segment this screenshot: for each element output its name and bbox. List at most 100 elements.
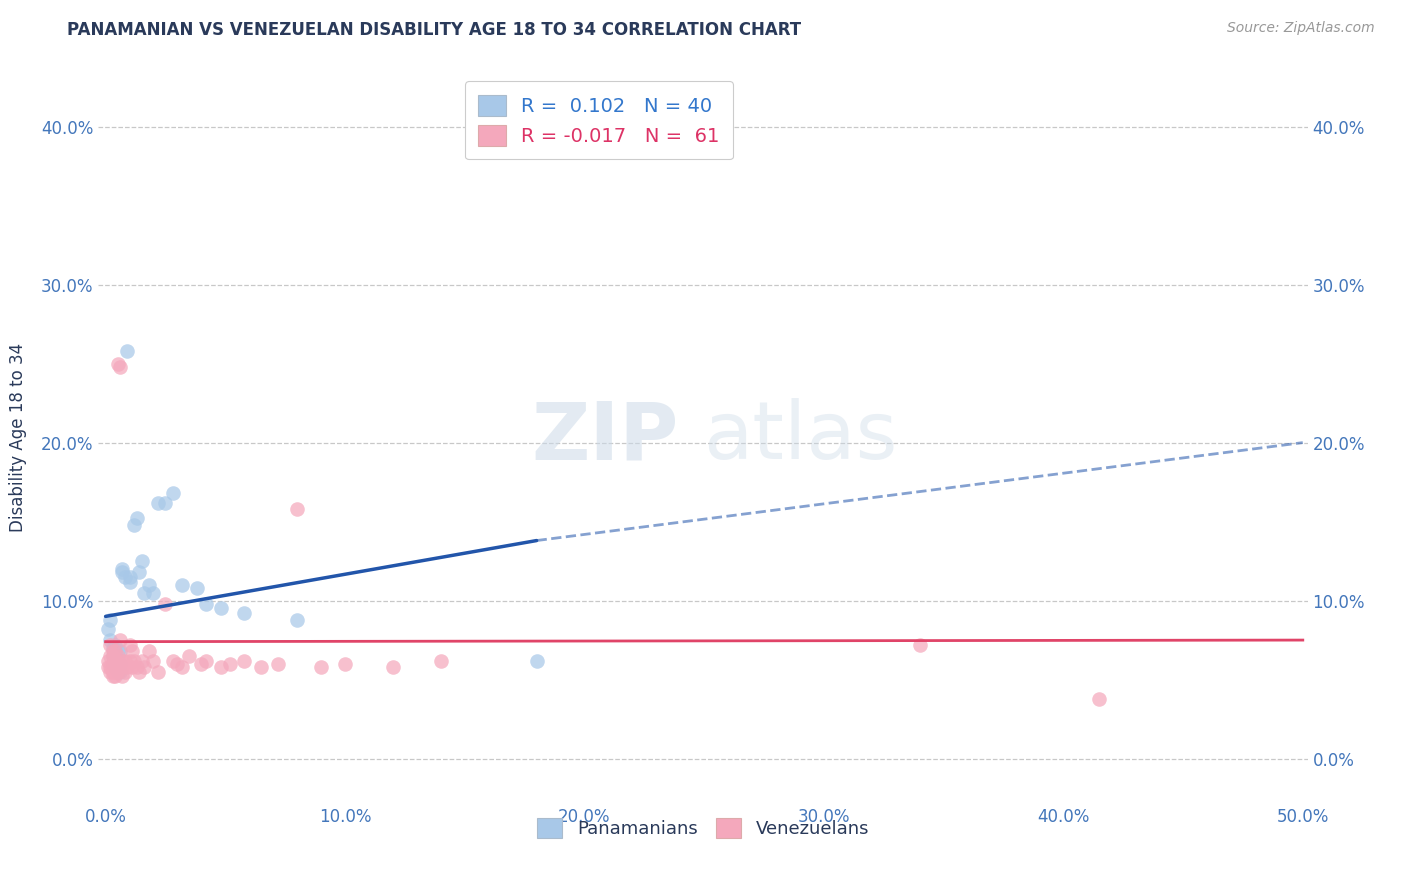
Point bbox=[114, 570, 136, 584]
Point bbox=[121, 660, 143, 674]
Point bbox=[142, 585, 165, 599]
Point bbox=[209, 601, 232, 615]
Point bbox=[104, 644, 127, 658]
Point bbox=[285, 613, 308, 627]
Point bbox=[101, 644, 124, 658]
Point bbox=[101, 660, 124, 674]
Point bbox=[111, 669, 134, 683]
Point bbox=[118, 654, 141, 668]
Point bbox=[526, 654, 548, 668]
Text: Source: ZipAtlas.com: Source: ZipAtlas.com bbox=[1227, 21, 1375, 35]
Point bbox=[107, 660, 129, 674]
Point bbox=[128, 665, 150, 679]
Point bbox=[132, 660, 155, 674]
Y-axis label: Disability Age 18 to 34: Disability Age 18 to 34 bbox=[10, 343, 27, 532]
Point bbox=[101, 648, 124, 663]
Point bbox=[125, 511, 148, 525]
Point bbox=[124, 654, 146, 668]
Point bbox=[309, 660, 332, 674]
Point bbox=[138, 644, 160, 658]
Point bbox=[111, 562, 134, 576]
Point bbox=[100, 660, 122, 674]
Point bbox=[115, 343, 138, 358]
Point bbox=[125, 660, 148, 674]
Point bbox=[108, 665, 131, 679]
Point bbox=[104, 654, 127, 668]
Point bbox=[219, 657, 242, 671]
Point bbox=[121, 644, 143, 658]
Point bbox=[209, 660, 232, 674]
Point bbox=[131, 554, 153, 568]
Point bbox=[233, 654, 256, 668]
Point bbox=[138, 578, 160, 592]
Point bbox=[107, 648, 129, 663]
Point bbox=[108, 657, 131, 671]
Point bbox=[908, 638, 931, 652]
Point bbox=[172, 660, 194, 674]
Point bbox=[104, 654, 127, 668]
Point bbox=[101, 669, 124, 683]
Point bbox=[124, 517, 146, 532]
Point bbox=[97, 654, 120, 668]
Point bbox=[155, 495, 177, 509]
Point bbox=[128, 565, 150, 579]
Point bbox=[381, 660, 404, 674]
Point bbox=[104, 665, 127, 679]
Point bbox=[1088, 691, 1111, 706]
Point bbox=[108, 657, 131, 671]
Legend: Panamanians, Venezuelans: Panamanians, Venezuelans bbox=[526, 807, 880, 848]
Point bbox=[101, 665, 124, 679]
Text: ZIP: ZIP bbox=[531, 398, 679, 476]
Point bbox=[114, 665, 136, 679]
Point bbox=[100, 648, 122, 663]
Point bbox=[108, 644, 131, 658]
Point bbox=[108, 633, 131, 648]
Point bbox=[97, 622, 120, 636]
Point bbox=[115, 660, 138, 674]
Point bbox=[107, 660, 129, 674]
Point bbox=[155, 597, 177, 611]
Point bbox=[104, 660, 127, 674]
Point bbox=[118, 638, 141, 652]
Point bbox=[104, 669, 127, 683]
Point bbox=[162, 654, 184, 668]
Point bbox=[179, 648, 201, 663]
Point bbox=[250, 660, 273, 674]
Point bbox=[166, 657, 188, 671]
Point bbox=[101, 657, 124, 671]
Point bbox=[285, 502, 308, 516]
Point bbox=[107, 665, 129, 679]
Point bbox=[101, 648, 124, 663]
Point bbox=[100, 638, 122, 652]
Point bbox=[118, 574, 141, 589]
Point bbox=[131, 654, 153, 668]
Text: atlas: atlas bbox=[703, 398, 897, 476]
Point bbox=[148, 495, 170, 509]
Point bbox=[162, 486, 184, 500]
Point bbox=[108, 359, 131, 374]
Point bbox=[186, 581, 208, 595]
Point bbox=[190, 657, 212, 671]
Point bbox=[104, 644, 127, 658]
Point bbox=[430, 654, 453, 668]
Point bbox=[104, 638, 127, 652]
Point bbox=[267, 657, 290, 671]
Point bbox=[97, 660, 120, 674]
Point bbox=[233, 606, 256, 620]
Point bbox=[104, 660, 127, 674]
Point bbox=[100, 665, 122, 679]
Point bbox=[107, 665, 129, 679]
Point bbox=[111, 654, 134, 668]
Point bbox=[111, 565, 134, 579]
Point bbox=[101, 640, 124, 655]
Point bbox=[195, 654, 218, 668]
Point bbox=[114, 654, 136, 668]
Point bbox=[333, 657, 356, 671]
Point bbox=[142, 654, 165, 668]
Point bbox=[101, 657, 124, 671]
Point bbox=[100, 633, 122, 648]
Point bbox=[148, 665, 170, 679]
Point bbox=[195, 597, 218, 611]
Point bbox=[111, 660, 134, 674]
Point bbox=[132, 585, 155, 599]
